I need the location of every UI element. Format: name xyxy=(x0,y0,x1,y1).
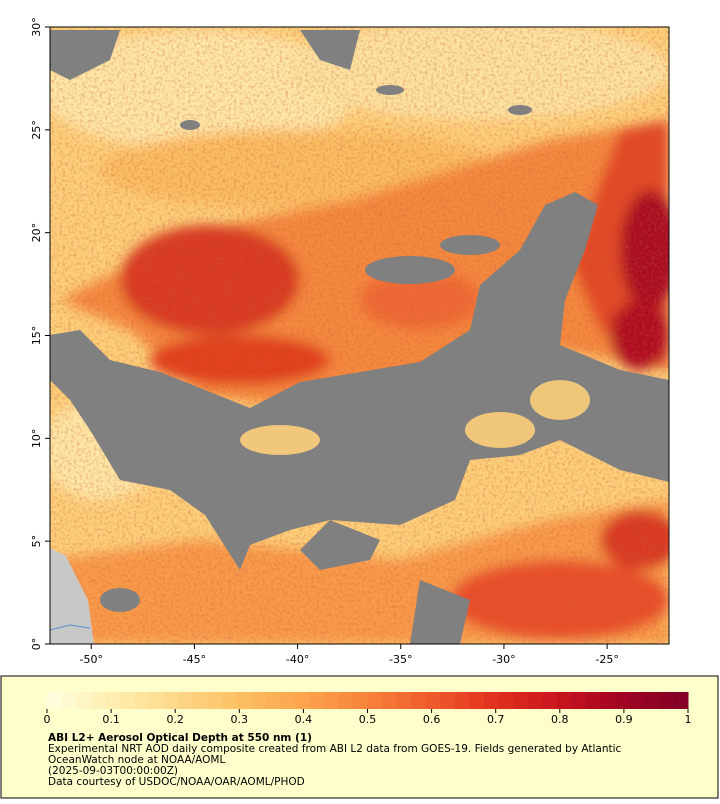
colorbar-step xyxy=(105,692,121,709)
colorbar-tick-label: 0.6 xyxy=(423,713,441,726)
colorbar-step xyxy=(425,692,441,709)
x-tick-label: -50° xyxy=(80,653,103,666)
colorbar-tick-label: 0.3 xyxy=(231,713,249,726)
x-tick-label: -30° xyxy=(492,653,515,666)
y-tick-label: 5° xyxy=(30,535,43,548)
colorbar-step xyxy=(148,692,165,709)
colorbar-step xyxy=(498,692,514,709)
colorbar-step xyxy=(323,692,339,709)
colorbar-tick-label: 1 xyxy=(685,713,692,726)
colorbar-tick-label: 0.8 xyxy=(551,713,569,726)
colorbar-step xyxy=(411,692,427,709)
colorbar-step xyxy=(484,692,500,709)
footer-line: (2025-09-03T00:00:00Z) xyxy=(48,765,178,777)
y-tick-label: 30° xyxy=(30,17,43,37)
x-tick-label: -35° xyxy=(389,653,412,666)
x-tick-label: -40° xyxy=(286,653,309,666)
colorbar-tick-label: 0.2 xyxy=(166,713,184,726)
colorbar-step xyxy=(556,692,572,709)
colorbar-step xyxy=(586,692,602,709)
colorbar-step xyxy=(382,692,398,709)
colorbar-step xyxy=(178,692,194,709)
colorbar-step xyxy=(280,692,296,709)
colorbar-step xyxy=(629,692,645,709)
colorbar-step xyxy=(265,692,281,709)
colorbar-step xyxy=(309,692,325,709)
map-image xyxy=(50,27,669,644)
colorbar-tick-label: 0.1 xyxy=(102,713,120,726)
x-tick-label: -45° xyxy=(183,653,206,666)
y-tick-label: 0° xyxy=(30,638,43,651)
colorbar-step xyxy=(615,692,631,709)
colorbar-step xyxy=(221,692,237,709)
colorbar-step xyxy=(90,692,106,709)
colorbar-step xyxy=(513,692,529,709)
colorbar-step xyxy=(338,692,354,709)
y-tick-label: 10° xyxy=(30,429,43,449)
colorbar-step xyxy=(367,692,383,709)
colorbar-step xyxy=(76,692,92,709)
colorbar-step xyxy=(440,692,456,709)
colorbar-step xyxy=(454,692,470,709)
footer-line: Experimental NRT AOD daily composite cre… xyxy=(48,743,622,766)
colorbar-step xyxy=(236,692,252,709)
colorbar-tick-label: 0.5 xyxy=(359,713,377,726)
colorbar-step xyxy=(542,692,558,709)
y-tick-label: 25° xyxy=(30,120,43,140)
colorbar-step xyxy=(658,692,674,709)
colorbar-step xyxy=(352,692,368,709)
colorbar-step xyxy=(61,692,77,709)
footer: ABI L2+ Aerosol Optical Depth at 550 nm … xyxy=(48,733,688,788)
colorbar-step xyxy=(163,692,179,709)
colorbar-tick-label: 0.4 xyxy=(295,713,313,726)
footer-title: ABI L2+ Aerosol Optical Depth at 550 nm … xyxy=(48,732,312,744)
footer-line: Data courtesy of USDOC/NOAA/OAR/AOML/PHO… xyxy=(48,776,305,788)
colorbar-step xyxy=(47,692,63,709)
colorbar-step xyxy=(294,692,310,709)
colorbar-step xyxy=(673,692,689,709)
colorbar-tick-label: 0 xyxy=(44,713,51,726)
y-tick-label: 20° xyxy=(30,223,43,243)
colorbar-step xyxy=(134,692,150,709)
colorbar-step xyxy=(527,692,543,709)
colorbar-step xyxy=(600,692,616,709)
colorbar-tick-label: 0.7 xyxy=(487,713,505,726)
colorbar-step xyxy=(207,692,223,709)
colorbar-step xyxy=(192,692,208,709)
colorbar-step xyxy=(396,692,412,709)
x-tick-label: -25° xyxy=(595,653,618,666)
colorbar-step xyxy=(119,692,135,709)
y-tick-label: 15° xyxy=(30,326,43,346)
colorbar-step xyxy=(469,692,485,709)
colorbar-step xyxy=(250,692,267,709)
colorbar-step xyxy=(571,692,587,709)
colorbar-step xyxy=(644,692,660,709)
colorbar-tick-label: 0.9 xyxy=(615,713,633,726)
